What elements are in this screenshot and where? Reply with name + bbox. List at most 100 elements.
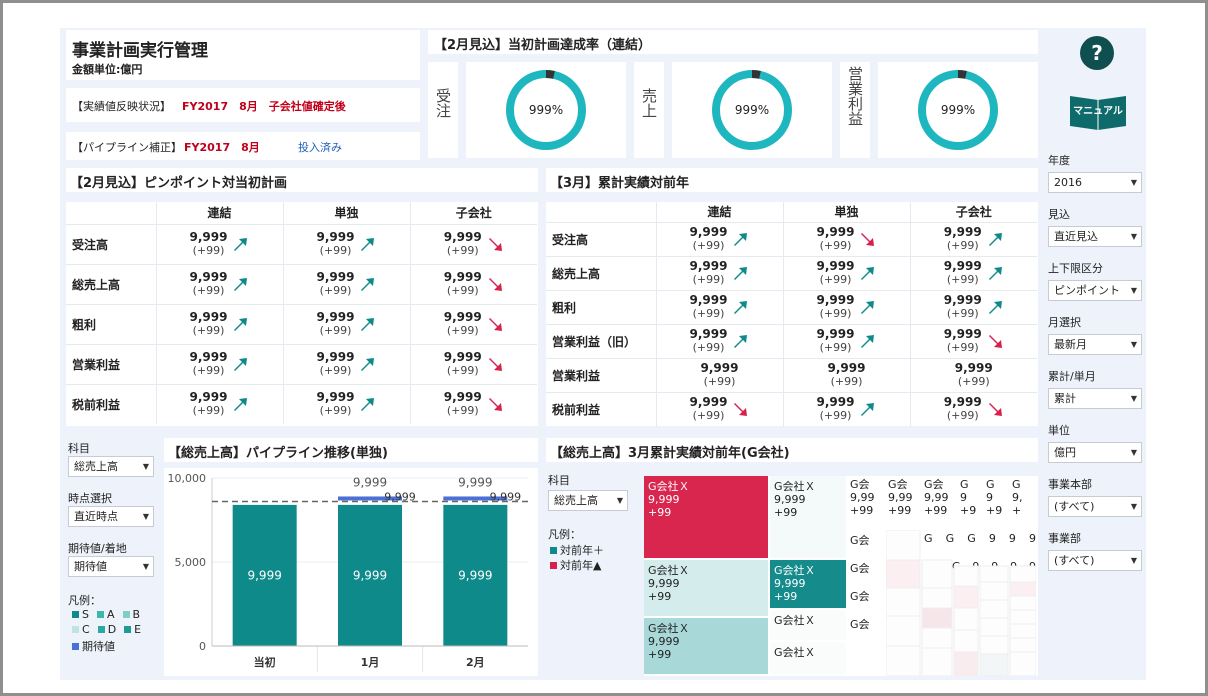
table-cell[interactable]: 9,999 (+99) [282, 384, 410, 424]
table-cell[interactable]: 9,999 (+99) [409, 224, 538, 264]
table-cell[interactable]: 9,999 (+99) [155, 224, 283, 264]
table-cell[interactable]: 9,999 (+99) [282, 264, 410, 304]
table-cell[interactable]: 9,999 (+99) [909, 324, 1037, 358]
table-cell[interactable]: 9,999 (+99) [409, 304, 537, 344]
treemap-cell[interactable]: G会社Ｘ 9,999 +99 [644, 560, 768, 616]
table-cell[interactable]: 9,999 (+99) [782, 324, 910, 358]
treemap-small-cell[interactable]: G 9, + [1010, 476, 1036, 528]
table-row: 営業利益 9,999 (+99) 9,999 (+99) 9,999 (+99) [66, 344, 537, 384]
treemap-cell[interactable]: G会社Ｘ 9,999 +99 [644, 476, 768, 558]
treemap-small-cell[interactable]: G会 9,99 +99 [848, 476, 884, 528]
table-cell[interactable]: 9,999 (+99) [655, 222, 783, 256]
cell-value: 9,999 [443, 310, 482, 324]
table-cell[interactable]: 9,999 (+99) [909, 358, 1037, 392]
help-button[interactable]: ? [1080, 36, 1114, 70]
table-cell[interactable]: 9,999 (+99) [782, 222, 910, 256]
table-cell[interactable]: 9,999 (+99) [155, 264, 283, 304]
sidebar-filter-select[interactable]: 直近見込 ▼ [1048, 226, 1142, 247]
treemap-cell[interactable]: G会社Ｘ 9,999 +99 [644, 618, 768, 674]
treemap-cell[interactable]: G会社Ｘ [770, 642, 846, 674]
table-cell[interactable]: 9,999 (+99) [409, 344, 537, 384]
treemap-small-cell[interactable]: G会 [848, 588, 884, 612]
cell-name[interactable]: 9 [988, 532, 996, 545]
treemap-cell[interactable]: G会社Ｘ 9,999 +99 [770, 476, 846, 558]
table-cell[interactable]: 9,999 (+99) [655, 290, 783, 324]
table-cell[interactable]: 9,999 (+99) [909, 222, 1037, 256]
table-cell[interactable]: 9,999 (+99) [909, 290, 1037, 324]
table-cell[interactable]: 9,999 (+99) [782, 290, 910, 324]
row-label: 総売上高 [72, 277, 121, 292]
cell-diff: (+99) [946, 273, 979, 286]
table-cell[interactable]: 9,999 (+99) [655, 256, 783, 290]
cell-name[interactable]: G [967, 532, 976, 545]
table-cell[interactable]: 9,999 (+99) [155, 344, 283, 384]
cell-name[interactable]: G [924, 532, 933, 545]
table-cell[interactable]: 9,999 (+99) [655, 392, 783, 426]
treemap-legend-plus: 対前年＋ [550, 542, 604, 558]
table-cell[interactable]: 9,999 (+99) [282, 344, 410, 384]
treemap-small-cell[interactable]: G 9 +9 [958, 476, 982, 528]
legend-item: E [124, 623, 141, 636]
table-cell[interactable]: 9,999 (+99) [909, 392, 1037, 426]
arrow-up-right-icon [988, 267, 1002, 280]
treemap-small-cell[interactable]: G会 [848, 532, 884, 556]
table-cell[interactable]: 9,999 (+99) [909, 256, 1037, 290]
cell-name[interactable]: G [945, 532, 955, 545]
treemap-cell[interactable]: G会社Ｘ 9,999 +99 [770, 560, 846, 608]
table-cell[interactable]: 9,999 (+99) [282, 304, 410, 344]
row-label: 営業利益 [552, 368, 601, 383]
cell-numbers: 9,999 (+99) [817, 226, 855, 253]
sidebar-filter-value: (すべて) [1054, 554, 1095, 567]
arrow-up-right-icon [861, 267, 875, 280]
cell-content: 9,999 (+99) [411, 231, 538, 257]
treemap-small-cell[interactable]: G会 9,99 +99 [886, 476, 920, 528]
table-cell[interactable]: 9,999 (+99) [782, 358, 910, 392]
row-label: 粗利 [72, 317, 97, 332]
table-cell[interactable]: 9,999 (+99) [782, 256, 910, 290]
manual-button[interactable]: マニュアル [1068, 90, 1128, 130]
cell-value: 9,999 [774, 577, 806, 590]
arrow-down-right-icon [488, 278, 502, 291]
treemap-cell[interactable]: G会社Ｘ [770, 610, 846, 640]
table-cell[interactable]: 9,999 (+99) [782, 392, 910, 426]
treemap-small-cell[interactable]: G 9 +9 [984, 476, 1008, 528]
table-cell[interactable]: 9,999 (+99) [409, 384, 537, 424]
treemap-small-cell[interactable]: G会 9,99 +99 [922, 476, 956, 528]
sidebar-filter-select[interactable]: 最新月 ▼ [1048, 334, 1142, 355]
sidebar-filter-select[interactable]: ピンポイント ▼ [1048, 280, 1142, 301]
sidebar-filter-select[interactable]: 累計 ▼ [1048, 388, 1142, 409]
cell-name[interactable]: 9 [1008, 532, 1016, 545]
table-cell[interactable]: 9,999 (+99) [155, 384, 283, 424]
cell-numbers: 9,999 (+99) [444, 391, 482, 418]
arrow-up-right-icon [361, 278, 375, 291]
sidebar-filter-select[interactable]: (すべて) ▼ [1048, 496, 1142, 517]
pipeline-title-panel: 【総売上高】パイプライン推移(単独) [164, 438, 538, 462]
point-select[interactable]: 直近時点 ▼ [68, 506, 154, 527]
top-value-label: 9,999 [353, 475, 387, 489]
table-row: 受注高 9,999 (+99) 9,999 (+99) 9,999 (+99) [546, 222, 1037, 256]
row-label: 営業利益（旧） [552, 334, 637, 349]
treemap-tiny-cells [886, 530, 1036, 676]
cell-content: 9,999 (+99) [157, 391, 283, 417]
cell-content: 9,999 (+99) [284, 231, 410, 257]
sidebar-filter-select[interactable]: (すべて) ▼ [1048, 550, 1142, 571]
treemap-subject-select[interactable]: 総売上高 ▼ [548, 490, 628, 511]
cell-numbers: 9,999 (+99) [944, 328, 982, 355]
treemap-small-cell[interactable]: G会 [848, 616, 884, 640]
subject-select[interactable]: 総売上高 ▼ [68, 456, 154, 477]
table-cell[interactable]: 9,999 (+99) [409, 264, 537, 304]
table-cell[interactable]: 9,999 (+99) [282, 224, 410, 264]
table-cell[interactable]: 9,999 (+99) [155, 304, 283, 344]
sidebar-filter-select[interactable]: 億円 ▼ [1048, 442, 1142, 463]
table-cell[interactable]: 9,999 (+99) [655, 358, 783, 392]
donut-label-orders-text: 受注 [434, 88, 452, 118]
cell-content: 9,999 (+99) [784, 362, 910, 389]
treemap-small-cell[interactable]: G会 [848, 560, 884, 584]
sidebar-filter-select[interactable]: 2016 ▼ [1048, 172, 1142, 193]
arrow-up-right-icon [861, 335, 875, 348]
cell-name[interactable]: 9 [1028, 532, 1036, 545]
cell-content: 9,999 (+99) [784, 294, 910, 320]
table-cell[interactable]: 9,999 (+99) [655, 324, 783, 358]
expect-select[interactable]: 期待値 ▼ [68, 556, 154, 577]
cell-numbers: 9,999 (+99) [828, 362, 866, 389]
